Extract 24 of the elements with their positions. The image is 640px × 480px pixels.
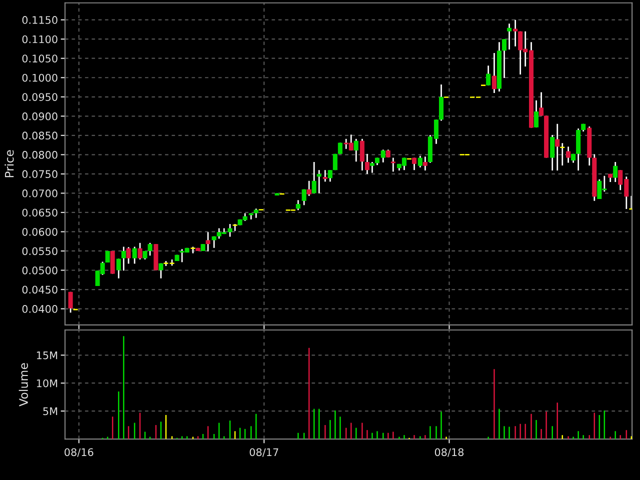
y-tick-label: 0.0700: [22, 189, 58, 198]
y-tick-label: 0.0800: [22, 150, 58, 159]
y-tick-label: 0.0750: [22, 170, 58, 178]
y-tick-label: 0.0450: [22, 286, 58, 294]
y-tick-label: 0.0500: [22, 266, 58, 274]
y-tick-label: 10M: [36, 379, 58, 388]
y-tick-label: 0.1100: [22, 35, 58, 44]
x-tick-label: 08/17: [250, 448, 278, 457]
x-tick-label: 08/18: [434, 448, 464, 457]
x-tick-label: 08/16: [64, 448, 94, 457]
y-tick-label: 0.1150: [22, 16, 58, 24]
y-tick-label: 0.0950: [22, 93, 58, 101]
y-tick-label: 0.0600: [22, 228, 58, 236]
y-tick-label: 0.0650: [22, 208, 58, 217]
y-tick-label: 5M: [43, 407, 58, 416]
y-tick-label: 0.0400: [22, 305, 58, 313]
y-tick-label: 0.0900: [22, 112, 58, 120]
y-tick-label: 0.0550: [22, 247, 58, 256]
y-tick-label: 15M: [36, 352, 58, 360]
y-tick-label: 0.1050: [22, 54, 58, 62]
y-tick-label: 0.1000: [22, 74, 58, 82]
y-tick-label: 0.0850: [22, 132, 58, 140]
y-axis-title: Volume: [18, 363, 28, 406]
y-axis-title: Price: [4, 150, 14, 178]
